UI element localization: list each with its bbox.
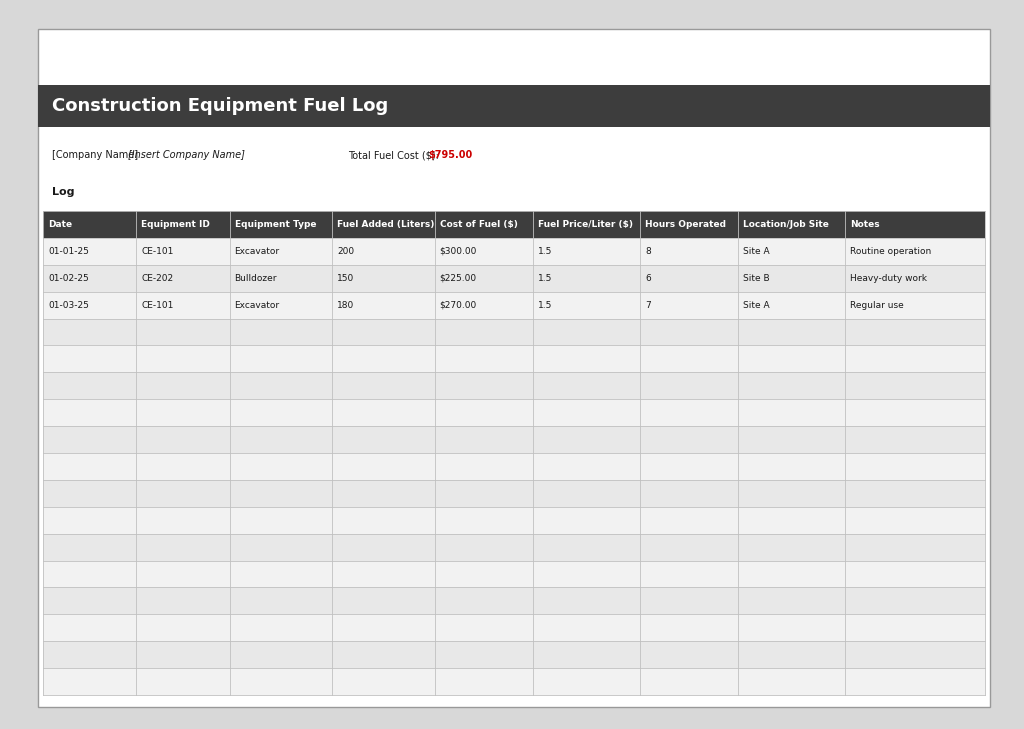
FancyBboxPatch shape — [43, 373, 985, 399]
Text: $270.00: $270.00 — [439, 300, 477, 310]
Text: Construction Equipment Fuel Log: Construction Equipment Fuel Log — [52, 97, 388, 115]
Text: 01-03-25: 01-03-25 — [48, 300, 89, 310]
Text: Routine operation: Routine operation — [850, 247, 932, 256]
Text: Location/Job Site: Location/Job Site — [742, 220, 828, 229]
FancyBboxPatch shape — [43, 399, 985, 426]
Text: Equipment Type: Equipment Type — [234, 220, 316, 229]
Text: 200: 200 — [337, 247, 354, 256]
Text: $795.00: $795.00 — [428, 150, 472, 160]
FancyBboxPatch shape — [43, 211, 985, 238]
FancyBboxPatch shape — [43, 642, 985, 668]
Text: Notes: Notes — [850, 220, 880, 229]
FancyBboxPatch shape — [43, 453, 985, 480]
Text: Hours Operated: Hours Operated — [645, 220, 726, 229]
Text: Total Fuel Cost ($):: Total Fuel Cost ($): — [348, 150, 439, 160]
Text: 7: 7 — [645, 300, 650, 310]
Text: Site A: Site A — [742, 247, 769, 256]
Text: 150: 150 — [337, 273, 354, 283]
Text: CE-101: CE-101 — [141, 300, 174, 310]
FancyBboxPatch shape — [43, 319, 985, 346]
Text: CE-101: CE-101 — [141, 247, 174, 256]
FancyBboxPatch shape — [43, 668, 985, 695]
Text: Site A: Site A — [742, 300, 769, 310]
FancyBboxPatch shape — [43, 561, 985, 588]
FancyBboxPatch shape — [43, 346, 985, 373]
FancyBboxPatch shape — [43, 292, 985, 319]
Text: 1.5: 1.5 — [538, 247, 552, 256]
FancyBboxPatch shape — [43, 426, 985, 453]
Text: [Company Name]: [Company Name] — [52, 150, 138, 160]
Text: [Insert Company Name]: [Insert Company Name] — [128, 150, 245, 160]
Text: Regular use: Regular use — [850, 300, 904, 310]
FancyBboxPatch shape — [38, 85, 990, 127]
Text: Date: Date — [48, 220, 72, 229]
Text: 01-02-25: 01-02-25 — [48, 273, 89, 283]
Text: Heavy-duty work: Heavy-duty work — [850, 273, 927, 283]
FancyBboxPatch shape — [43, 507, 985, 534]
FancyBboxPatch shape — [43, 588, 985, 615]
Text: Fuel Added (Liters): Fuel Added (Liters) — [337, 220, 434, 229]
Text: Excavator: Excavator — [234, 300, 280, 310]
Text: 1.5: 1.5 — [538, 300, 552, 310]
Text: 6: 6 — [645, 273, 650, 283]
Text: Site B: Site B — [742, 273, 769, 283]
Text: Excavator: Excavator — [234, 247, 280, 256]
Text: Cost of Fuel ($): Cost of Fuel ($) — [439, 220, 517, 229]
Text: Fuel Price/Liter ($): Fuel Price/Liter ($) — [538, 220, 633, 229]
FancyBboxPatch shape — [38, 29, 990, 707]
Text: $225.00: $225.00 — [439, 273, 477, 283]
FancyBboxPatch shape — [43, 238, 985, 265]
Text: $300.00: $300.00 — [439, 247, 477, 256]
Text: Bulldozer: Bulldozer — [234, 273, 278, 283]
FancyBboxPatch shape — [43, 480, 985, 507]
Text: 1.5: 1.5 — [538, 273, 552, 283]
Text: 8: 8 — [645, 247, 650, 256]
Text: 01-01-25: 01-01-25 — [48, 247, 89, 256]
Text: Log: Log — [52, 187, 75, 197]
FancyBboxPatch shape — [43, 615, 985, 642]
Text: 180: 180 — [337, 300, 354, 310]
Text: CE-202: CE-202 — [141, 273, 173, 283]
FancyBboxPatch shape — [43, 265, 985, 292]
FancyBboxPatch shape — [43, 534, 985, 561]
Text: Equipment ID: Equipment ID — [141, 220, 210, 229]
